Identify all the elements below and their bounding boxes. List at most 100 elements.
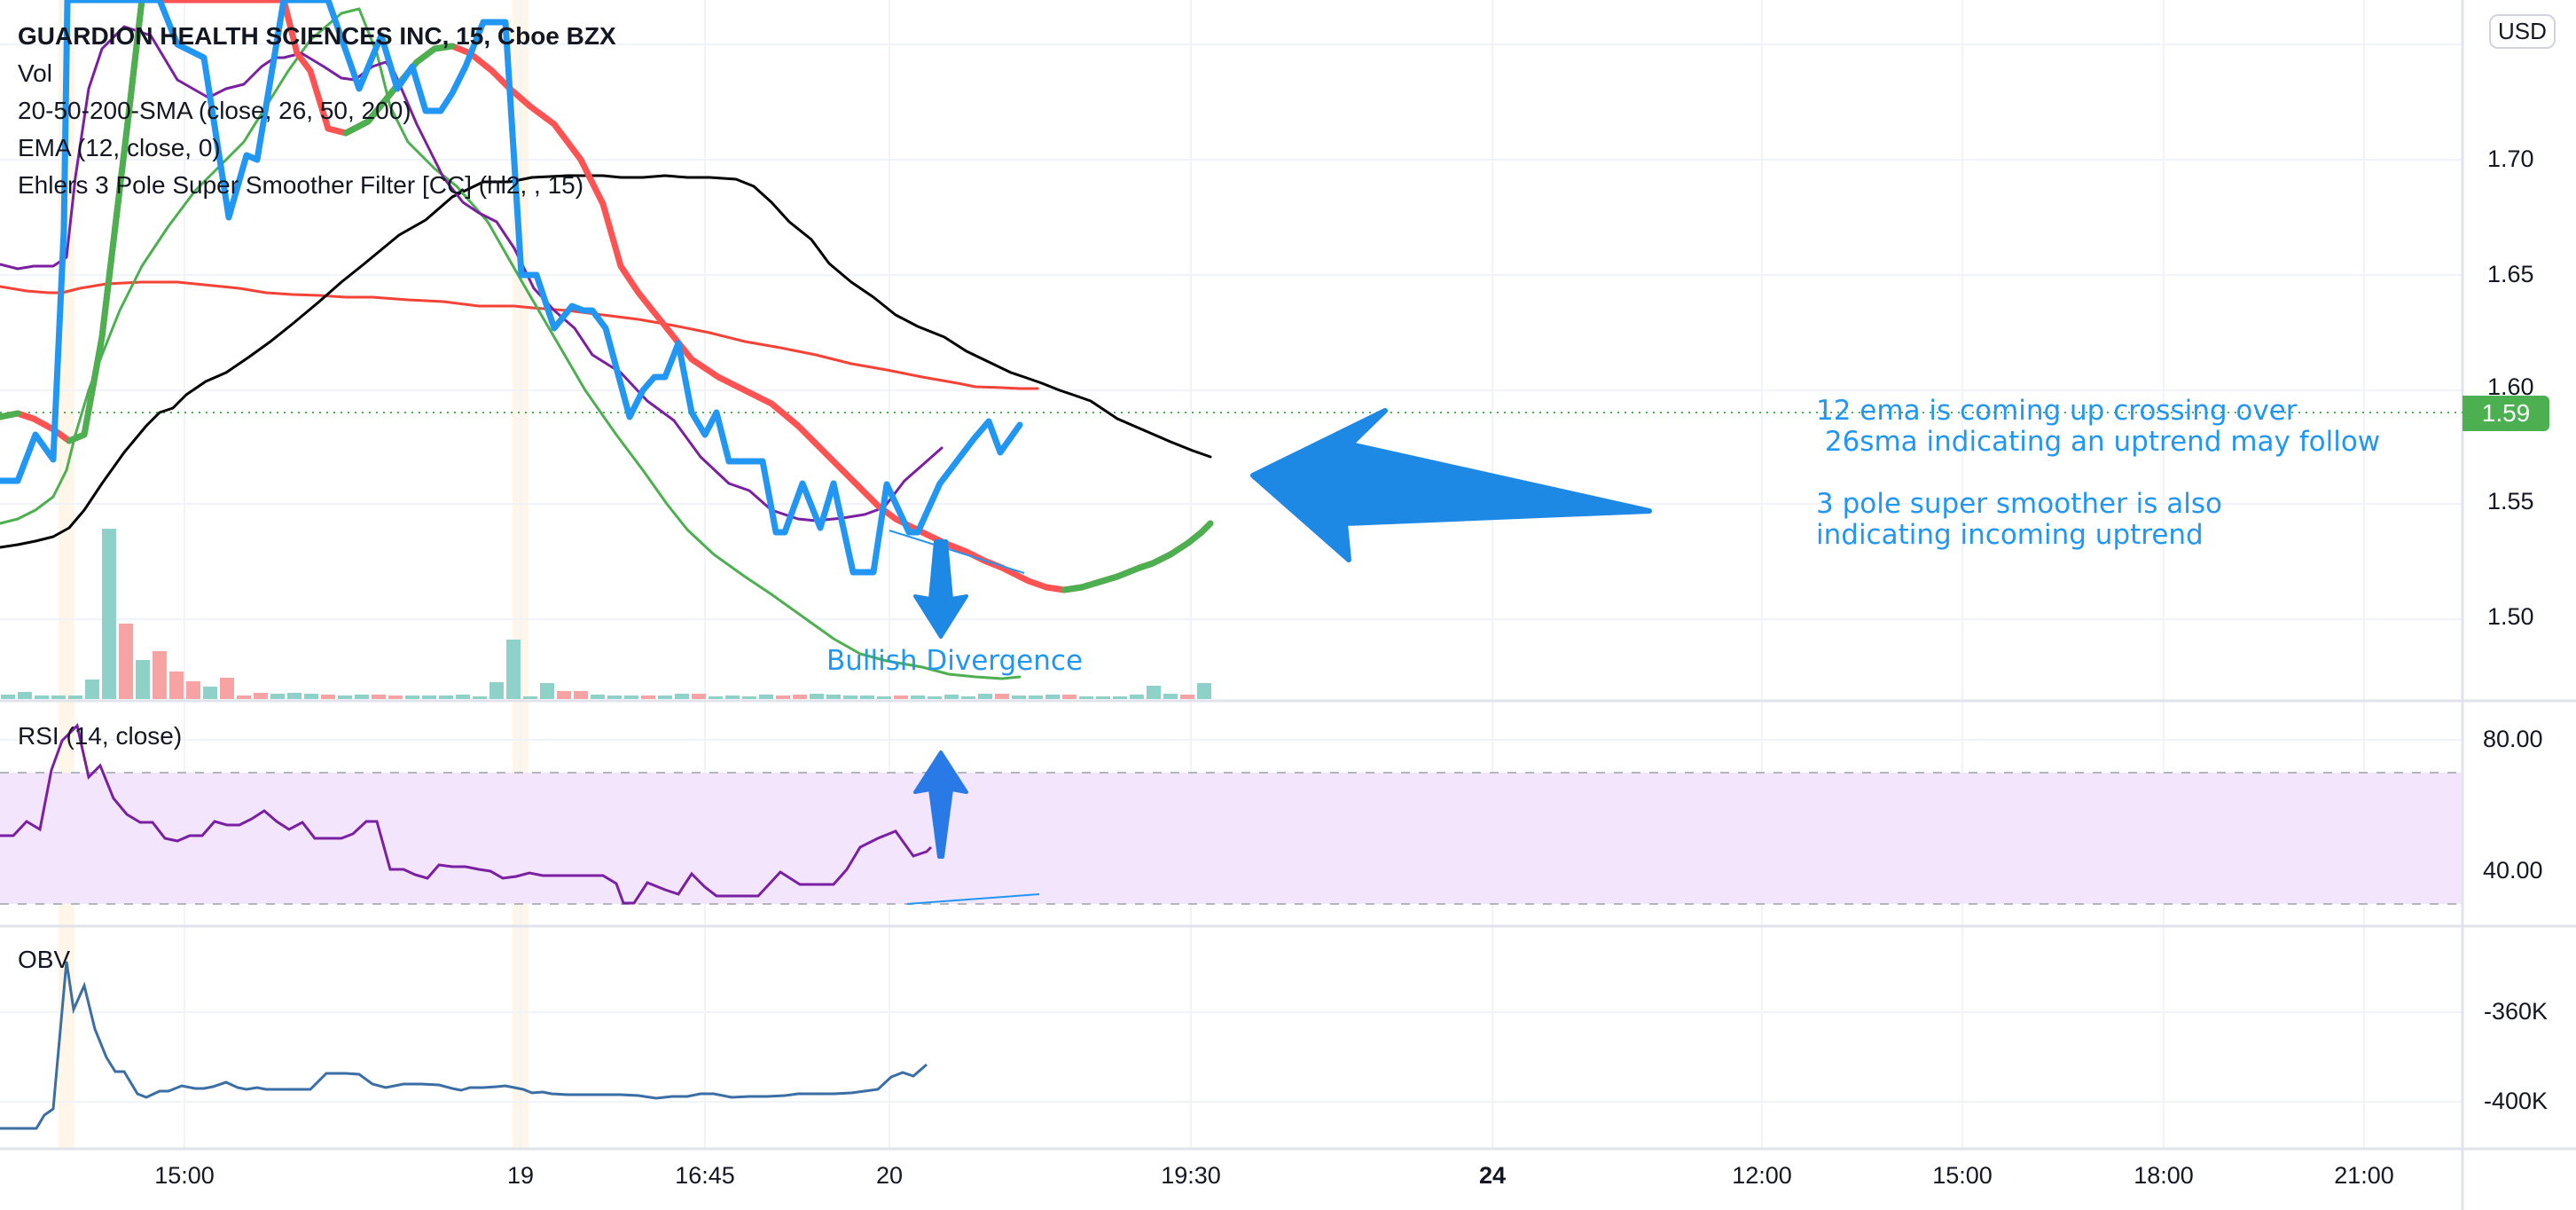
time-tick: 16:45 bbox=[675, 1162, 735, 1189]
volume-bar bbox=[153, 651, 167, 699]
volume-bar bbox=[304, 694, 318, 699]
price-divergence-trendline[interactable] bbox=[889, 530, 1025, 574]
time-tick: 21:00 bbox=[2334, 1162, 2394, 1189]
smoother-note-line2[interactable]: indicating incoming uptrend bbox=[1816, 519, 2204, 551]
volume-bar bbox=[203, 687, 217, 699]
sma-26-line bbox=[0, 7, 1022, 680]
last-price-badge: 1.59 bbox=[2462, 396, 2549, 431]
volume-bar bbox=[978, 694, 992, 699]
volume-bar bbox=[641, 695, 655, 699]
indicator-super-smoother[interactable]: Ehlers 3 Pole Super Smoother Filter [CC]… bbox=[18, 171, 584, 199]
super-smoother-rising-segment bbox=[1167, 539, 1192, 558]
super-smoother-rising-segment bbox=[81, 334, 106, 438]
volume-bar bbox=[591, 695, 605, 699]
volume-bar bbox=[961, 696, 975, 699]
indicator-ema[interactable]: EMA (12, close, 0) bbox=[18, 134, 221, 161]
volume-bar bbox=[675, 694, 689, 699]
volume-bar bbox=[102, 529, 116, 699]
volume-bar bbox=[928, 696, 942, 699]
up-arrow-icon[interactable] bbox=[913, 750, 968, 859]
rsi-line bbox=[0, 723, 933, 905]
volume-bar bbox=[456, 695, 470, 699]
volume-bar bbox=[439, 695, 453, 699]
time-tick: 12:00 bbox=[1732, 1162, 1792, 1189]
volume-bar bbox=[186, 681, 200, 699]
volume-bar bbox=[169, 672, 184, 699]
price-series bbox=[0, 0, 1214, 680]
volume-bar bbox=[51, 695, 66, 699]
bullish-divergence-label[interactable]: Bullish Divergence bbox=[826, 645, 1084, 677]
volume-bar bbox=[338, 695, 352, 699]
time-tick: 20 bbox=[875, 1162, 904, 1189]
volume-bar bbox=[826, 695, 841, 699]
time-tick: 19:30 bbox=[1161, 1162, 1221, 1189]
symbol-title[interactable]: GUARDION HEALTH SCIENCES INC, 15, Cboe B… bbox=[18, 22, 616, 50]
volume-bar bbox=[287, 693, 301, 699]
volume-bar bbox=[894, 695, 908, 699]
volume-bars bbox=[1, 529, 1211, 699]
volume-bar bbox=[85, 680, 99, 699]
time-tick: 15:00 bbox=[154, 1162, 215, 1189]
ema-12-line bbox=[0, 25, 943, 522]
time-tick: 18:00 bbox=[2134, 1162, 2194, 1189]
price-tick: 1.50 bbox=[2487, 603, 2534, 630]
volume-bar bbox=[877, 696, 891, 699]
volume-bar bbox=[35, 695, 49, 699]
sma-50-line bbox=[0, 174, 1212, 549]
ema-crossover-note-line2[interactable]: 26sma indicating an uptrend may follow bbox=[1816, 426, 2381, 458]
volume-bar bbox=[237, 695, 251, 699]
sma-200-line bbox=[0, 280, 1039, 390]
volume-bar bbox=[725, 695, 740, 699]
volume-bar bbox=[254, 693, 268, 699]
rsi-pane-label[interactable]: RSI (14, close) bbox=[18, 722, 183, 750]
currency-button[interactable]: USD bbox=[2489, 14, 2556, 49]
super-smoother-rising-segment bbox=[1149, 551, 1174, 567]
volume-bar bbox=[1012, 695, 1026, 699]
smoother-note-line1[interactable]: 3 pole super smoother is also bbox=[1816, 488, 2223, 520]
down-arrow-icon[interactable] bbox=[913, 539, 968, 639]
volume-bar bbox=[136, 660, 150, 699]
obv-pane-label[interactable]: OBV bbox=[18, 946, 71, 973]
volume-bar bbox=[1045, 695, 1060, 699]
time-tick: 24 bbox=[1478, 1162, 1507, 1189]
indicator-sma[interactable]: 20-50-200-SMA (close, 26, 50, 200) bbox=[18, 97, 411, 124]
volume-bar bbox=[1, 695, 15, 699]
volume-bar bbox=[759, 695, 773, 699]
volume-bar bbox=[1163, 694, 1178, 699]
volume-bar bbox=[1130, 695, 1144, 699]
super-smoother-rising-segment bbox=[98, 223, 119, 341]
volume-bar bbox=[1062, 695, 1077, 699]
volume-bar bbox=[1147, 686, 1161, 699]
left-arrow-icon[interactable] bbox=[1250, 408, 1652, 562]
volume-bar bbox=[843, 695, 857, 699]
rsi-divergence-trendline[interactable] bbox=[906, 893, 1040, 905]
volume-bar bbox=[557, 691, 571, 699]
chart-legend: GUARDION HEALTH SCIENCES INC, 15, Cboe B… bbox=[18, 18, 616, 204]
volume-bar bbox=[944, 695, 959, 699]
ema-crossover-note-line1[interactable]: 12 ema is coming up crossing over bbox=[1816, 395, 2298, 427]
super-smoother-rising-segment bbox=[342, 118, 372, 137]
volume-bar bbox=[995, 694, 1009, 699]
price-tick: 1.70 bbox=[2487, 145, 2534, 172]
volume-bar bbox=[1197, 683, 1211, 699]
volume-bar bbox=[776, 695, 790, 699]
volume-bar bbox=[321, 695, 335, 699]
rsi-band bbox=[0, 772, 2462, 905]
super-smoother-rising-segment bbox=[125, 0, 145, 119]
volume-bar bbox=[742, 696, 756, 699]
volume-bar bbox=[68, 695, 82, 699]
volume-bar bbox=[220, 678, 234, 699]
close-price-line bbox=[0, 0, 1023, 576]
volume-bar bbox=[624, 695, 638, 699]
obv-tick: -360K bbox=[2484, 998, 2549, 1025]
volume-bar bbox=[810, 694, 824, 699]
indicator-vol[interactable]: Vol bbox=[18, 59, 52, 87]
super-smoother-rising-segment bbox=[413, 45, 438, 66]
volume-bar bbox=[1096, 696, 1110, 699]
super-smoother-line bbox=[0, 0, 1214, 593]
volume-bar bbox=[1180, 695, 1194, 699]
volume-bar bbox=[422, 695, 436, 699]
volume-bar bbox=[270, 694, 285, 699]
